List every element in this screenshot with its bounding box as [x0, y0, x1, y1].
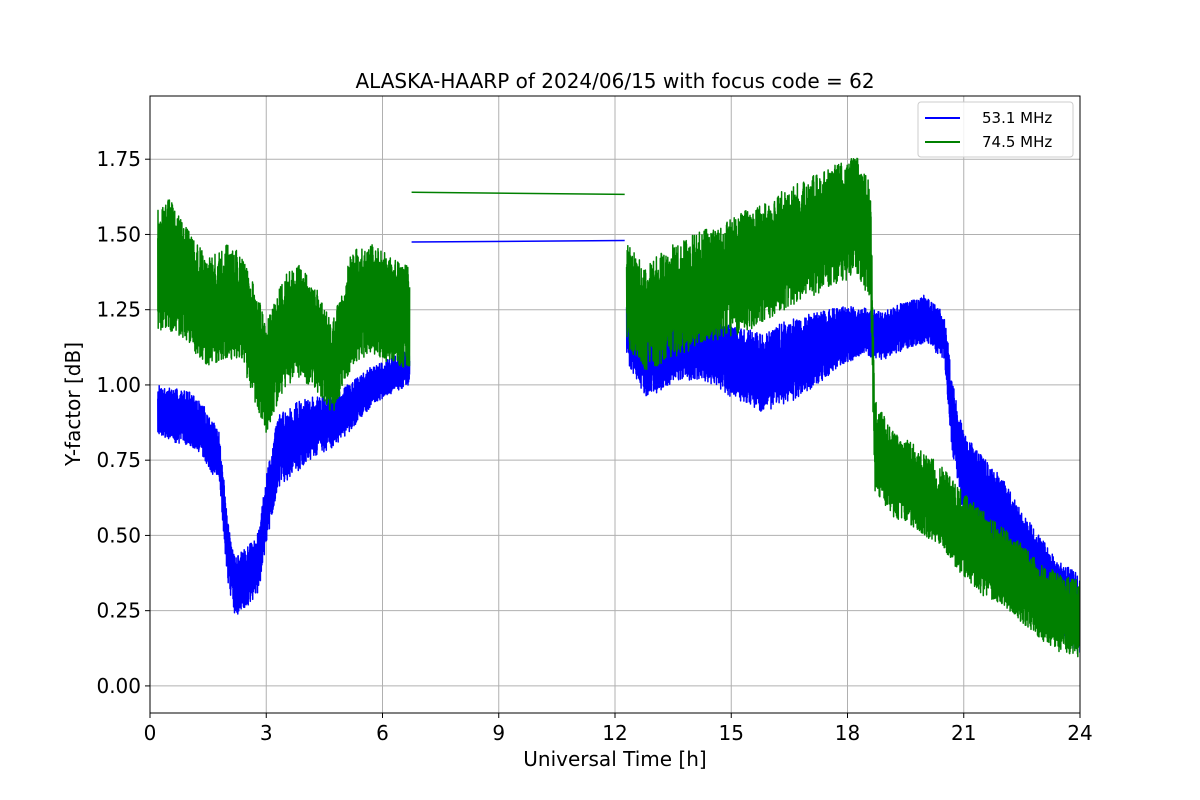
series-line [411, 191, 625, 196]
grid [149, 96, 1081, 713]
x-tick-label: 24 [1067, 721, 1092, 745]
series-line [411, 239, 625, 243]
x-axis: 0 3 6 9 12 15 18 21 24 [144, 713, 1093, 745]
x-tick-label: 15 [719, 721, 744, 745]
legend-label: 53.1 MHz [982, 109, 1052, 127]
chart-title: ALASKA-HAARP of 2024/06/15 with focus co… [355, 69, 874, 93]
y-tick-label: 1.75 [96, 147, 141, 171]
x-tick-label: 18 [835, 721, 860, 745]
x-tick-label: 21 [951, 721, 976, 745]
series-line [157, 199, 411, 433]
series-line [157, 348, 411, 615]
x-tick-label: 0 [144, 721, 157, 745]
y-tick-label: 0.50 [96, 523, 141, 547]
x-axis-label: Universal Time [h] [523, 747, 706, 771]
y-tick-label: 1.00 [96, 373, 141, 397]
legend-label: 74.5 MHz [982, 133, 1052, 151]
y-axis: 0.00 0.25 0.50 0.75 1.00 1.25 1.50 1.75 [96, 147, 150, 698]
y-tick-label: 0.25 [96, 599, 141, 623]
legend-frame [917, 101, 1074, 158]
y-tick-label: 0.00 [96, 674, 141, 698]
series-74-5-mhz [157, 157, 1080, 658]
legend: 53.1 MHz 74.5 MHz [917, 101, 1074, 158]
y-axis-label: Y-factor [dB] [61, 342, 85, 467]
series-line [625, 157, 1080, 658]
x-tick-label: 9 [492, 721, 505, 745]
x-tick-label: 12 [602, 721, 627, 745]
y-tick-label: 1.25 [96, 298, 141, 322]
x-tick-label: 6 [376, 721, 389, 745]
y-tick-label: 0.75 [96, 448, 141, 472]
x-tick-label: 3 [260, 721, 273, 745]
y-tick-label: 1.50 [96, 222, 141, 246]
series-layer [157, 157, 1080, 658]
plot-area [149, 95, 1081, 714]
